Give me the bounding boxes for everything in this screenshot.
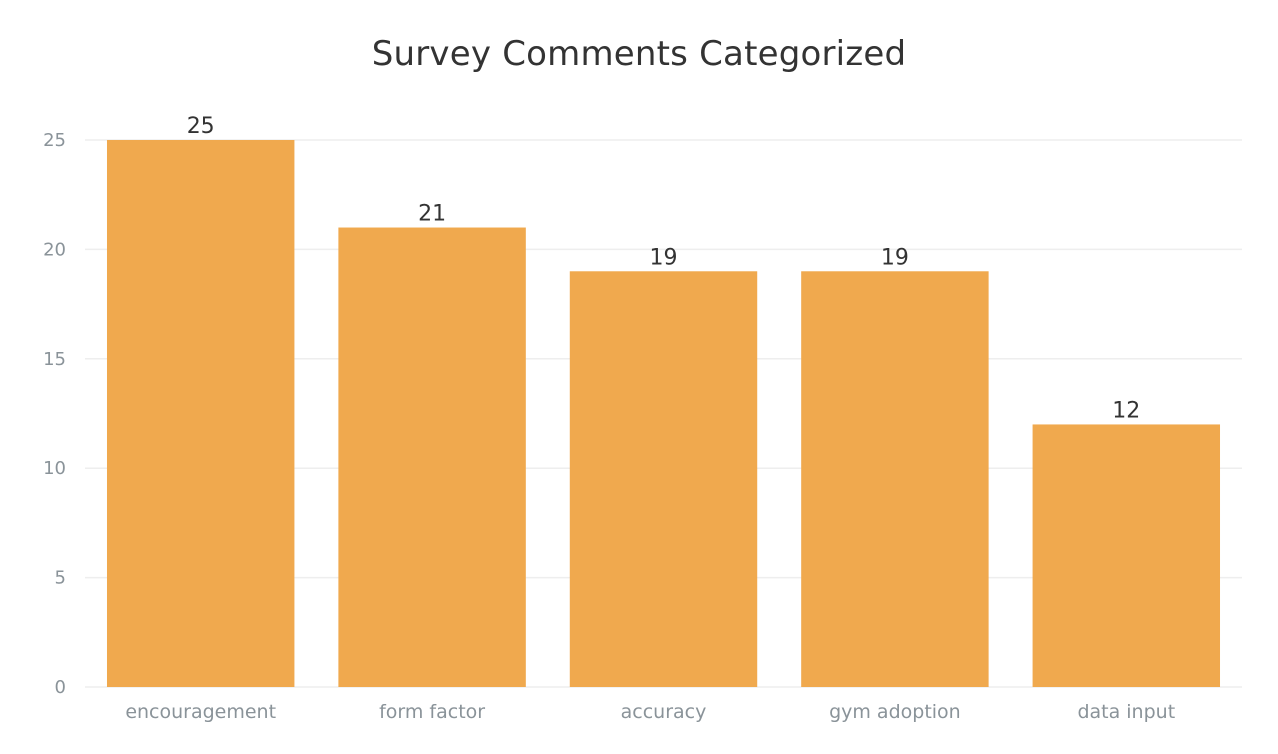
bar-value-label: 19: [650, 245, 678, 270]
x-axis-categories: encouragement form factor accuracy gym adop…: [125, 701, 1175, 723]
category-label: encouragement: [125, 701, 276, 723]
y-tick-label: 5: [55, 568, 66, 589]
y-tick-label: 10: [43, 458, 66, 479]
bar: [569, 271, 758, 687]
category-label: data input: [1077, 701, 1175, 723]
y-tick-label: 15: [43, 349, 66, 370]
bar: [106, 140, 295, 687]
bar-value-label: 21: [418, 202, 446, 227]
bar: [338, 227, 526, 687]
y-tick-label: 20: [43, 239, 66, 260]
y-tick-label: 0: [55, 677, 66, 698]
bar-value-label: 25: [187, 114, 215, 139]
bars: [106, 140, 1221, 687]
bar-value-label: 19: [881, 245, 909, 270]
bar: [1032, 424, 1221, 687]
bar: [801, 271, 989, 687]
category-label: accuracy: [621, 701, 707, 723]
chart-title: Survey Comments Categorized: [371, 34, 907, 74]
data-labels: 25 21 19 19 12: [187, 114, 1141, 423]
y-axis-ticks: 0 5 10 15 20 25: [43, 130, 66, 698]
y-tick-label: 25: [43, 130, 66, 151]
bar-value-label: 12: [1112, 398, 1140, 423]
category-label: gym adoption: [829, 701, 961, 723]
category-label: form factor: [379, 701, 485, 723]
